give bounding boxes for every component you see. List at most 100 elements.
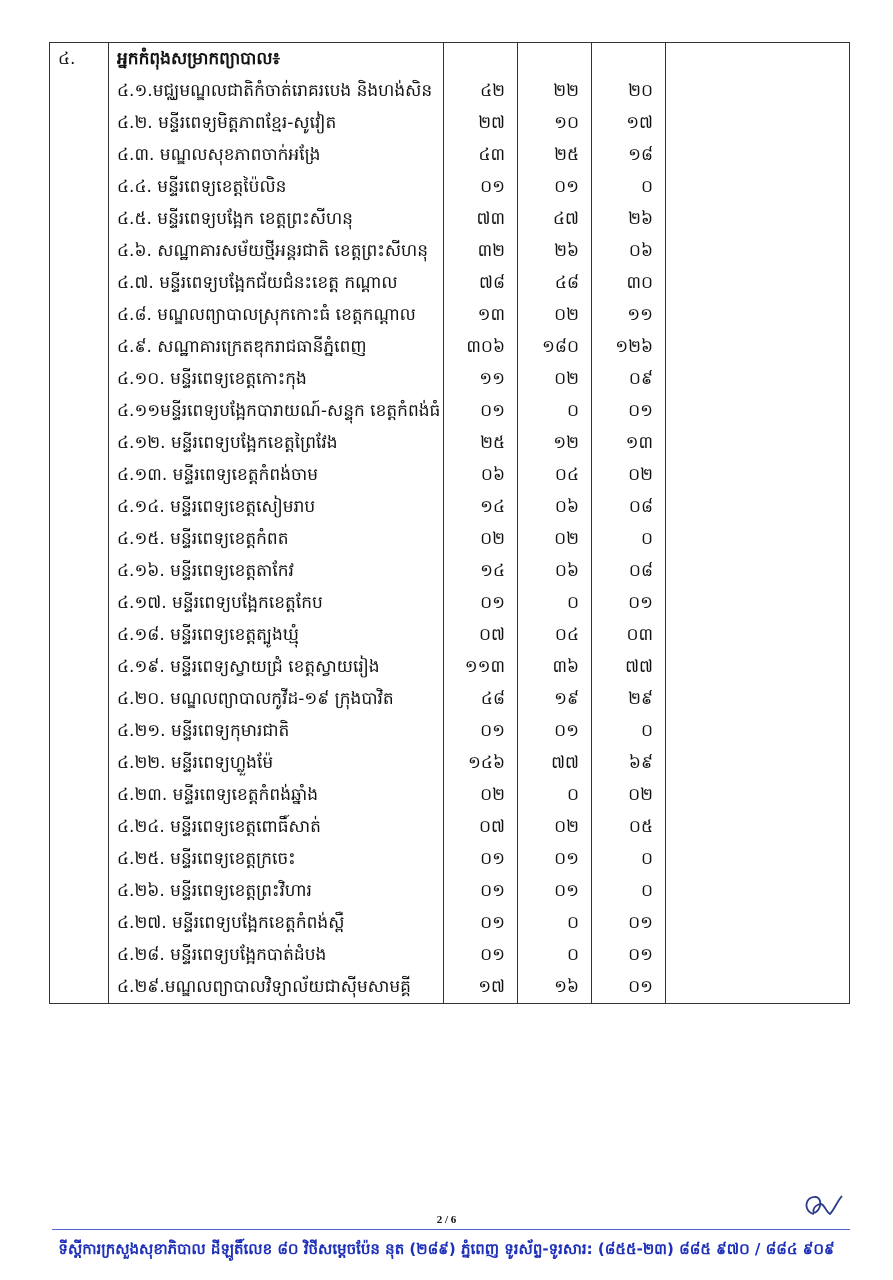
value-b: ១២ — [517, 427, 592, 459]
section-number: ៤. — [49, 42, 109, 75]
value-c: ០ — [591, 715, 666, 747]
value-b: ០ — [517, 939, 592, 971]
value-total: ០៧ — [443, 619, 518, 651]
table-row: ៤.២១. មន្ទីរពេទ្យកុមារជាតិ ០១ ០១ ០ — [49, 715, 850, 747]
value-b: ០ — [517, 907, 592, 939]
value-c: ០៥ — [591, 811, 666, 843]
value-total: ២៧ — [443, 107, 518, 139]
facility-name: ៤.៩. សណ្ឋាគារក្រេតឌុករាជធានីភ្នំពេញ — [108, 331, 444, 363]
value-total: ១៤៦ — [443, 747, 518, 779]
value-c: ០១ — [591, 939, 666, 971]
facility-name-text: ៤.២២. មន្ទីរពេទ្យហ្លួងម៉ែ — [117, 753, 274, 773]
facility-name-text: ៤.២៩.មណ្ឌលព្យាបាលវិទ្យាល័យជាស៊ីមសាមគ្គី — [117, 977, 411, 997]
facility-name: ៤.១៥. មន្ទីរពេទ្យខេត្តកំពត — [108, 523, 444, 555]
facility-name: ៤.២២. មន្ទីរពេទ្យហ្លួងម៉ែ — [108, 747, 444, 779]
value-c: ០៣ — [591, 619, 666, 651]
table-row: ៤.២២. មន្ទីរពេទ្យហ្លួងម៉ែ ១៤៦ ៧៧ ៦៩ — [49, 747, 850, 779]
value-c: ០១ — [591, 395, 666, 427]
table-row: ៤.២៤. មន្ទីរពេទ្យខេត្តពោធិ៍សាត់ ០៧ ០២ ០៥ — [49, 811, 850, 843]
facility-name-text: ៤.២៦. មន្ទីរពេទ្យខេត្តព្រះវិហារ — [117, 881, 312, 901]
facility-name-text: ៤.១០. មន្ទីរពេទ្យខេត្តកោះកុង — [117, 369, 307, 389]
facility-name: ៤.១.មជ្ឈមណ្ឌលជាតិកំចាត់រោគរបេង និងហង់សិន — [108, 75, 444, 107]
value-total: ៧៨ — [443, 267, 518, 299]
facility-name: ៤.១៨. មន្ទីរពេទ្យខេត្តត្បូងឃ្មុំ — [108, 619, 444, 651]
value-c: ១៣ — [591, 427, 666, 459]
facility-name: ៤.១០. មន្ទីរពេទ្យខេត្តកោះកុង — [108, 363, 444, 395]
table-row: ៤.១៣. មន្ទីរពេទ្យខេត្តកំពង់ចាម ០៦ ០៤ ០២ — [49, 459, 850, 491]
value-total: ១៣ — [443, 299, 518, 331]
value-total: ០១ — [443, 395, 518, 427]
facility-name-text: ៤.១៥. មន្ទីរពេទ្យខេត្តកំពត — [117, 529, 289, 549]
facility-name-text: ៤.៦. សណ្ឋាគារសម័យថ្មីអន្តរជាតិ ខេត្តព្រះ… — [117, 241, 428, 261]
value-total: ១៧ — [443, 971, 518, 1004]
facility-name-text: ៤.១១មន្ទីរពេទ្យបង្អែកបារាយណ៍-សន្ទុក ខេត្… — [117, 401, 441, 421]
value-total: ៣០៦ — [443, 331, 518, 363]
value-c: ០ — [591, 843, 666, 875]
value-b: ០២ — [517, 363, 592, 395]
value-total: ០១ — [443, 171, 518, 203]
value-c: ០២ — [591, 779, 666, 811]
facility-name-text: ៤.១.មជ្ឈមណ្ឌលជាតិកំចាត់រោគរបេង និងហង់សិន — [117, 81, 433, 101]
value-b: ០២ — [517, 299, 592, 331]
facility-name: ៤.៤. មន្ទីរពេទ្យខេត្តប៉ៃលិន — [108, 171, 444, 203]
facility-name-text: ៤.៣. មណ្ឌលសុខភាពចាក់អង្រែ — [117, 145, 321, 165]
facility-name-text: ៤.១៦. មន្ទីរពេទ្យខេត្តតាកែវ — [117, 561, 294, 581]
facility-name-text: ៤.២៥. មន្ទីរពេទ្យខេត្តក្រចេះ — [117, 849, 296, 869]
facility-name: ៤.២៧. មន្ទីរពេទ្យបង្អែកខេត្តកំពង់ស្ពឺ — [108, 907, 444, 939]
value-total: ០៧ — [443, 811, 518, 843]
value-c: ១១ — [591, 299, 666, 331]
value-total: ០១ — [443, 939, 518, 971]
facility-name: ៤.១៧. មន្ទីរពេទ្យបង្អែកខេត្តកែប — [108, 587, 444, 619]
value-c: ០១ — [591, 587, 666, 619]
value-b: ០២ — [517, 523, 592, 555]
facility-name-text: ៤.២៣. មន្ទីរពេទ្យខេត្តកំពង់ឆ្នាំង — [117, 785, 318, 805]
facility-name: ៤.២៥. មន្ទីរពេទ្យខេត្តក្រចេះ — [108, 843, 444, 875]
signature — [805, 1195, 843, 1216]
facility-name: ៤.២៤. មន្ទីរពេទ្យខេត្តពោធិ៍សាត់ — [108, 811, 444, 843]
facility-name: ៤.២៣. មន្ទីរពេទ្យខេត្តកំពង់ឆ្នាំង — [108, 779, 444, 811]
value-total: ០១ — [443, 843, 518, 875]
table-row: ៤.២៩.មណ្ឌលព្យាបាលវិទ្យាល័យជាស៊ីមសាមគ្គី … — [49, 971, 850, 1004]
table-row: ៤.២៨. មន្ទីរពេទ្យបង្អែកបាត់ដំបង ០១ ០ ០១ — [49, 939, 850, 971]
value-b: ០២ — [517, 811, 592, 843]
footer-address: ទីស្តីការក្រសួងសុខាភិបាល ដីឡូតិ៍លេខ ៨០ វ… — [58, 1240, 835, 1258]
value-b: ២៦ — [517, 235, 592, 267]
value-c: ០៩ — [591, 363, 666, 395]
value-c: ១២៦ — [591, 331, 666, 363]
value-total: ១១៣ — [443, 651, 518, 683]
value-b: ១០ — [517, 107, 592, 139]
section-heading: អ្នកកំពុងសម្រាកព្យាបាល៖ — [108, 42, 444, 75]
value-b: ២២ — [517, 75, 592, 107]
value-c: ០ — [591, 171, 666, 203]
value-total: ០១ — [443, 875, 518, 907]
page-number: 2 / 6 — [436, 1214, 457, 1226]
table-row: ៤.១៧. មន្ទីរពេទ្យបង្អែកខេត្តកែប ០១ ០ ០១ — [49, 587, 850, 619]
value-b: ០ — [517, 587, 592, 619]
facility-name-text: ៤.២. មន្ទីរពេទ្យមិត្តភាពខ្មែរ-សូវៀត — [117, 113, 337, 133]
value-b: ១៦ — [517, 971, 592, 1004]
value-total: ៤៣ — [443, 139, 518, 171]
value-c: ២០ — [591, 75, 666, 107]
value-total: ០២ — [443, 523, 518, 555]
table-row: ៤.៨. មណ្ឌលព្យាបាលស្រុកកោះធំ ខេត្តកណ្តាល … — [49, 299, 850, 331]
value-b: ០១ — [517, 875, 592, 907]
facility-name-text: ៤.១៣. មន្ទីរពេទ្យខេត្តកំពង់ចាម — [117, 465, 318, 485]
facility-name: ៤.១៩. មន្ទីរពេទ្យស្វាយជ្រំ ខេត្តស្វាយរៀង — [108, 651, 444, 683]
facility-name: ៤.១៦. មន្ទីរពេទ្យខេត្តតាកែវ — [108, 555, 444, 587]
value-b: ៧៧ — [517, 747, 592, 779]
value-b: ០៦ — [517, 555, 592, 587]
facility-name-text: ៤.១៨. មន្ទីរពេទ្យខេត្តត្បូងឃ្មុំ — [117, 625, 299, 645]
table-row: ៤.១៦. មន្ទីរពេទ្យខេត្តតាកែវ ១៤ ០៦ ០៨ — [49, 555, 850, 587]
facility-name-text: ៤.១២. មន្ទីរពេទ្យបង្អែកខេត្តព្រៃវែង — [117, 433, 338, 453]
value-b: ២៥ — [517, 139, 592, 171]
value-c: ០១ — [591, 971, 666, 1004]
value-b: ៣៦ — [517, 651, 592, 683]
table-row: ៤.១៩. មន្ទីរពេទ្យស្វាយជ្រំ ខេត្តស្វាយរៀង… — [49, 651, 850, 683]
value-c: ០២ — [591, 459, 666, 491]
table-row: ៤.១៥. មន្ទីរពេទ្យខេត្តកំពត ០២ ០២ ០ — [49, 523, 850, 555]
value-c: ៦៩ — [591, 747, 666, 779]
value-total: ៤៨ — [443, 683, 518, 715]
value-b: ០ — [517, 779, 592, 811]
value-total: ០១ — [443, 715, 518, 747]
value-b: ០១ — [517, 171, 592, 203]
